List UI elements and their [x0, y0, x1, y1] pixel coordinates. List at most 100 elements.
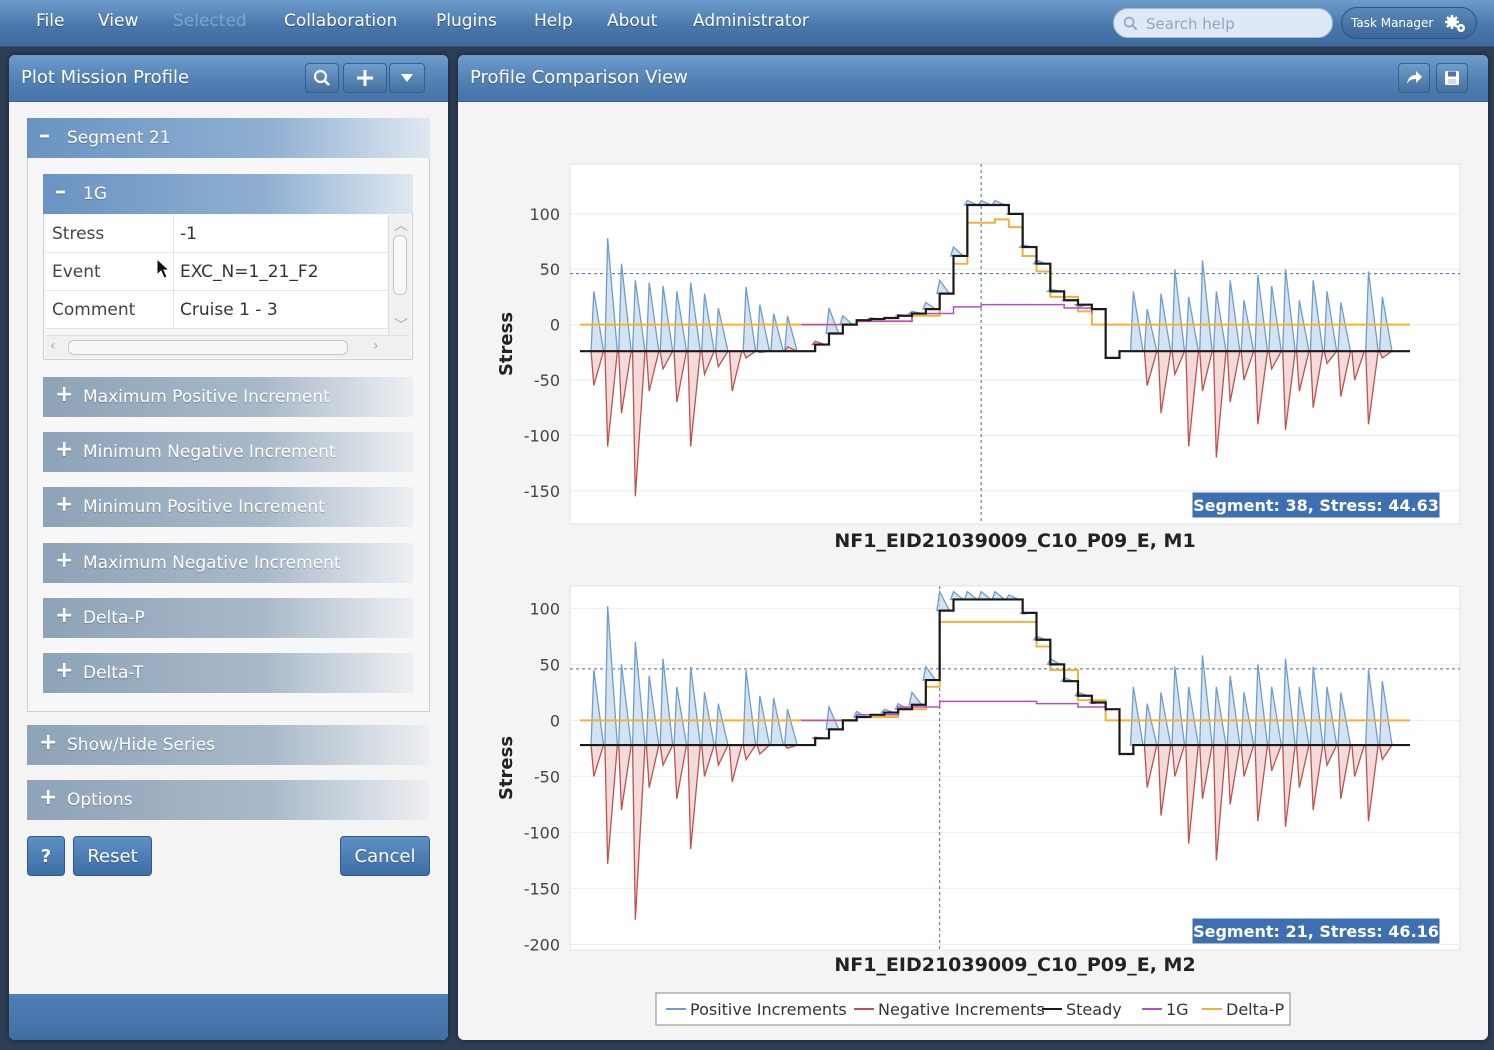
- subsection-label: Minimum Positive Increment: [83, 497, 325, 517]
- task-manager-button[interactable]: Task Manager: [1341, 7, 1477, 39]
- collapse-icon: –: [39, 123, 50, 148]
- subsection-delta-p[interactable]: + Delta-P: [43, 598, 413, 638]
- plus-icon: [357, 70, 373, 86]
- options-section[interactable]: + Options: [27, 780, 430, 820]
- y-tick-label: 0: [550, 316, 560, 335]
- save-button[interactable]: [1436, 63, 1468, 93]
- expand-icon: +: [55, 382, 74, 407]
- search-input[interactable]: [1144, 12, 1328, 36]
- property-key: Comment: [46, 290, 174, 329]
- table-row[interactable]: Comment Cruise 1 - 3: [46, 290, 387, 329]
- subsection-delta-t[interactable]: + Delta-T: [43, 653, 413, 693]
- task-manager-label: Task Manager: [1351, 16, 1434, 30]
- tooltip-text: Segment: 21, Stress: 46.16: [1193, 922, 1439, 941]
- subsection-label: Delta-T: [83, 663, 144, 683]
- search-button[interactable]: [305, 63, 339, 93]
- g1-label: 1G: [83, 184, 107, 204]
- scroll-down-icon[interactable]: ﹀: [394, 318, 408, 334]
- y-tick-label: -100: [524, 823, 560, 842]
- chart-subtitle: NF1_EID21039009_C10_P09_E, M2: [834, 954, 1195, 976]
- y-tick-label: -50: [534, 371, 560, 390]
- left-panel-header: Plot Mission Profile: [9, 55, 448, 102]
- chevron-down-icon: [401, 74, 413, 82]
- reset-button[interactable]: Reset: [73, 836, 152, 876]
- scroll-up-icon[interactable]: ︿: [394, 218, 408, 234]
- y-axis-label: Stress: [496, 312, 517, 376]
- cancel-button[interactable]: Cancel: [340, 836, 430, 876]
- segment-label: Segment 21: [67, 128, 171, 148]
- subsection-min-negative-increment[interactable]: + Minimum Negative Increment: [43, 432, 413, 472]
- property-key: Stress: [46, 215, 174, 253]
- legend-item: Positive Increments: [690, 1000, 847, 1019]
- tooltip-text: Segment: 38, Stress: 44.63: [1193, 496, 1439, 515]
- subsection-max-negative-increment[interactable]: + Maximum Negative Increment: [43, 543, 413, 583]
- expand-icon: +: [55, 437, 74, 462]
- y-tick-label: -150: [524, 879, 560, 898]
- property-table: Stress -1 Event EXC_N=1_21_F2 Comment Cr…: [46, 215, 387, 329]
- chart-m1: 100 50 0 -50 -100 -150 Stress NF1_EID21039009_C…: [496, 163, 1461, 552]
- legend-item: 1G: [1166, 1000, 1189, 1019]
- add-button[interactable]: [343, 63, 387, 93]
- series-1g: [801, 700, 1107, 722]
- chart-subtitle: NF1_EID21039009_C10_P09_E, M1: [834, 530, 1195, 552]
- y-tick-label: 50: [540, 260, 560, 279]
- subsection-label: Maximum Positive Increment: [83, 387, 330, 407]
- subsection-label: Minimum Negative Increment: [83, 442, 336, 462]
- horizontal-scrollbar[interactable]: ‹ ›: [46, 335, 410, 358]
- y-tick-label: -50: [534, 767, 560, 786]
- menu-file[interactable]: File: [36, 11, 65, 31]
- collapse-icon: –: [55, 179, 66, 204]
- profile-comparison-panel: Profile Comparison View Mission Profile …: [458, 55, 1488, 1040]
- legend-item: Negative Increments: [878, 1000, 1045, 1019]
- search-box: [1113, 8, 1333, 38]
- menu-plugins[interactable]: Plugins: [436, 11, 497, 31]
- chart-legend: Positive Increments Negative Increments St…: [655, 992, 1291, 1026]
- g1-header[interactable]: – 1G: [43, 174, 413, 214]
- section-label: Options: [67, 790, 133, 810]
- menu-help[interactable]: Help: [534, 11, 573, 31]
- y-tick-label: 50: [540, 655, 560, 674]
- table-row[interactable]: Event EXC_N=1_21_F2: [46, 252, 387, 291]
- scroll-right-icon[interactable]: ›: [373, 338, 379, 354]
- menu-collaboration[interactable]: Collaboration: [284, 11, 398, 31]
- y-tick-label: 0: [550, 711, 560, 730]
- table-row[interactable]: Stress -1: [46, 215, 387, 253]
- subsection-label: Maximum Negative Increment: [83, 553, 341, 573]
- expand-icon: +: [55, 658, 74, 683]
- series-steady: [580, 203, 1410, 359]
- right-panel-title: Profile Comparison View: [470, 67, 688, 88]
- subsection-min-positive-increment[interactable]: + Minimum Positive Increment: [43, 487, 413, 527]
- y-tick-label: -150: [524, 482, 560, 501]
- left-panel-footer: [9, 994, 448, 1040]
- scroll-thumb[interactable]: [393, 235, 407, 295]
- property-value[interactable]: EXC_N=1_21_F2: [173, 252, 387, 291]
- menu-view[interactable]: View: [98, 11, 139, 31]
- property-value[interactable]: -1: [173, 215, 387, 253]
- left-panel-title: Plot Mission Profile: [21, 67, 190, 88]
- menu-about[interactable]: About: [607, 11, 658, 31]
- segment-header[interactable]: – Segment 21: [27, 118, 430, 158]
- vertical-scrollbar[interactable]: ︿ ﹀: [388, 215, 411, 335]
- right-panel-header: Profile Comparison View: [458, 55, 1488, 102]
- menu-selected: Selected: [173, 11, 247, 31]
- legend-item: Delta-P: [1226, 1000, 1284, 1019]
- help-button[interactable]: ?: [27, 836, 65, 876]
- dropdown-button[interactable]: [389, 63, 425, 93]
- show-hide-series-section[interactable]: + Show/Hide Series: [27, 725, 430, 765]
- mouse-cursor-icon: [156, 258, 171, 279]
- chart-canvas: Mission Profile Comparison 100500-50-100…: [496, 163, 1461, 1026]
- gears-icon: [1445, 15, 1465, 32]
- menu-bar: File View Selected Collaboration Plugins…: [0, 0, 1494, 47]
- scroll-left-icon[interactable]: ‹: [50, 338, 56, 354]
- menu-administrator[interactable]: Administrator: [693, 11, 809, 31]
- chart-m2: 100 50 0 -50 -100 -150 -200 Stress NF1_EID210390…: [496, 585, 1461, 976]
- property-value[interactable]: Cruise 1 - 3: [173, 290, 387, 329]
- scroll-thumb[interactable]: [68, 340, 348, 355]
- legend-box: [655, 992, 1291, 1026]
- share-button[interactable]: [1398, 63, 1430, 93]
- y-tick-label: -100: [524, 426, 560, 445]
- y-tick-label: -200: [524, 935, 560, 954]
- y-tick-label: 100: [529, 599, 560, 618]
- subsection-max-positive-increment[interactable]: + Maximum Positive Increment: [43, 377, 413, 417]
- tooltip-box: [1191, 917, 1441, 945]
